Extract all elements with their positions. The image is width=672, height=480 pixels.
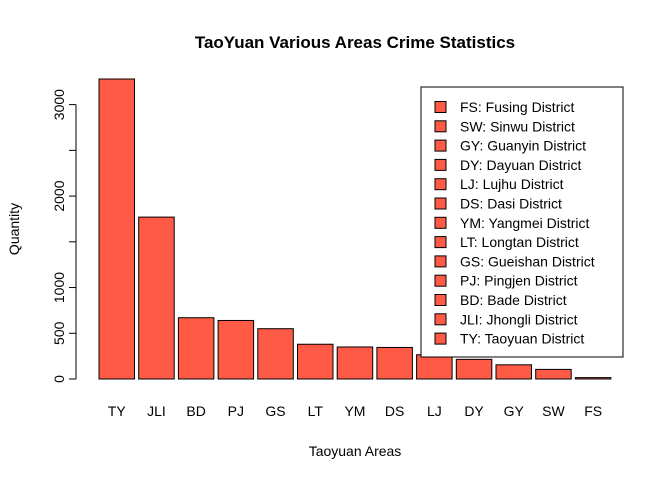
y-tick-label: 1000 — [51, 272, 67, 303]
legend-entry: LJ: Lujhu District — [460, 176, 564, 192]
bar-ym — [336, 346, 374, 380]
legend-entry: BD: Bade District — [460, 292, 567, 308]
y-tick-label: 3000 — [51, 89, 67, 120]
legend-swatch — [434, 332, 447, 345]
bar-gy — [495, 364, 532, 380]
legend-entry: GS: Gueishan District — [460, 253, 595, 269]
x-tick-label: YM — [344, 403, 365, 419]
bar-ds — [376, 346, 413, 380]
bar-sw — [535, 368, 572, 380]
legend: FS: Fusing District SW: Sinwu District GY:… — [420, 86, 624, 358]
bar-lj — [416, 354, 453, 380]
x-tick-label: SW — [542, 403, 565, 419]
legend-entry: SW: Sinwu District — [460, 118, 575, 134]
legend-entry: TY: Taoyuan District — [460, 331, 584, 347]
legend-swatch — [434, 294, 447, 306]
x-tick-label: GY — [504, 403, 525, 419]
x-tick-label: FS — [584, 403, 602, 419]
legend-entry: JLI: Jhongli District — [460, 311, 578, 327]
bar-fs — [574, 377, 612, 380]
y-axis: 0 500 1000 2000 3000 — [51, 89, 77, 383]
legend-entry: FS: Fusing District — [460, 99, 574, 115]
legend-entry: GY: Guanyin District — [460, 138, 586, 154]
bar-jli — [138, 216, 175, 380]
legend-entry: PJ: Pingjen District — [460, 273, 578, 289]
x-tick-label: DS — [385, 403, 404, 419]
x-tick-label: PJ — [228, 403, 244, 419]
bars — [98, 78, 612, 380]
x-tick-label: GS — [265, 403, 285, 419]
x-tick-label: JLI — [147, 403, 166, 419]
legend-entry: DS: Dasi District — [460, 196, 562, 212]
y-tick-label: 500 — [51, 321, 67, 345]
x-tick-label: LT — [308, 403, 324, 419]
legend-swatch — [434, 255, 447, 268]
x-tick-label: TY — [108, 403, 127, 419]
bar-lt — [297, 343, 334, 380]
legend-swatch — [434, 216, 447, 229]
bar-gs — [257, 328, 294, 380]
legend-swatch — [434, 101, 447, 113]
x-tick-label: DY — [464, 403, 484, 419]
x-tick-labels: TY JLI BD PJ GS LT YM DS LJ DY GY SW FS — [108, 403, 602, 419]
y-axis-label: Quantity — [6, 203, 22, 255]
legend-swatch — [434, 236, 447, 249]
x-tick-label: BD — [186, 403, 205, 419]
y-tick-label: 2000 — [51, 180, 67, 211]
legend-swatch — [434, 178, 447, 191]
legend-box — [420, 86, 624, 358]
x-tick-label: LJ — [427, 403, 442, 419]
legend-entry: YM: Yangmei District — [460, 215, 590, 231]
legend-swatch — [434, 120, 447, 133]
legend-swatch — [434, 139, 447, 152]
legend-swatch — [434, 197, 447, 210]
chart-title: TaoYuan Various Areas Crime Statistics — [195, 33, 515, 52]
x-axis-label: Taoyuan Areas — [309, 443, 402, 459]
legend-swatch — [434, 158, 447, 171]
legend-swatch — [434, 313, 447, 326]
y-tick-label: 0 — [51, 375, 67, 383]
bar-bd — [177, 317, 215, 380]
legend-entry: DY: Dayuan District — [460, 157, 581, 173]
bar-dy — [455, 358, 493, 380]
legend-entry: LT: Longtan District — [460, 234, 579, 250]
legend-swatch — [434, 274, 447, 287]
bar-ty — [98, 78, 135, 380]
bar-pj — [217, 319, 255, 380]
